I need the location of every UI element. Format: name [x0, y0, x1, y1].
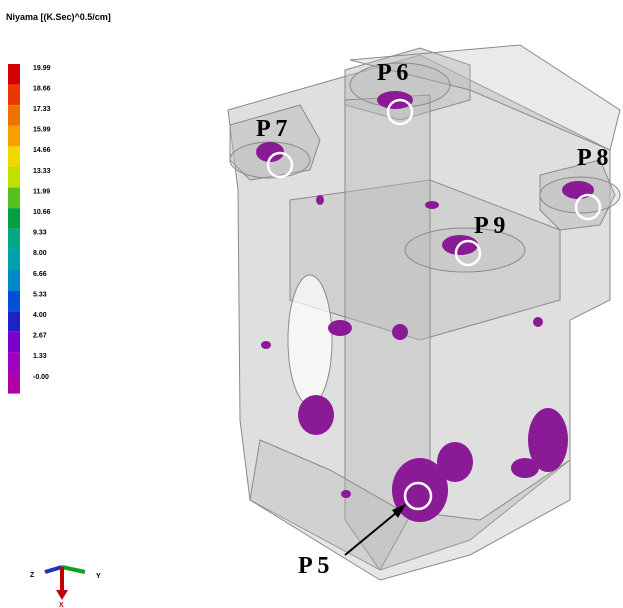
legend-label: 18.66	[33, 85, 51, 92]
legend-swatch	[8, 352, 20, 373]
legend-swatch	[8, 229, 20, 250]
legend-swatch	[8, 249, 20, 270]
axis-label: Y	[96, 573, 101, 580]
point-label: P 9	[474, 213, 505, 239]
legend-label: 14.66	[33, 147, 51, 154]
legend-label: 1.33	[33, 353, 47, 360]
legend-swatch	[8, 332, 20, 353]
axis-label: X	[59, 602, 64, 608]
legend-label: 19.99	[33, 65, 51, 72]
legend-label: 10.66	[33, 209, 51, 216]
screenshot: Niyama [(K.Sec)^0.5/cm] 19.9918.6617.331…	[0, 0, 623, 608]
legend-swatch	[8, 105, 20, 126]
point-label: P 7	[256, 116, 287, 142]
legend-swatch	[8, 311, 20, 332]
legend-swatch	[8, 85, 20, 106]
legend-swatch	[8, 126, 20, 147]
legend-label: 17.33	[33, 106, 51, 113]
viewport: Niyama [(K.Sec)^0.5/cm] 19.9918.6617.331…	[0, 0, 623, 608]
legend-swatch	[8, 270, 20, 291]
legend-label: 13.33	[33, 168, 51, 175]
legend-label: 8.00	[33, 250, 47, 257]
legend-label: 9.33	[33, 230, 47, 237]
legend-swatch	[8, 146, 20, 167]
axis-label: Z	[30, 572, 35, 579]
legend-label: 15.99	[33, 127, 51, 134]
legend-swatch	[8, 208, 20, 229]
legend-label: 6.66	[33, 271, 47, 278]
legend: 19.99 18.66 17.33 15.99 14.66 13.33 11.99 10.66…	[8, 64, 51, 394]
axis-triad: Z Y X	[30, 567, 101, 608]
legend-label: 4.00	[33, 312, 47, 319]
legend-swatch	[8, 167, 20, 188]
legend-label: -0.00	[33, 374, 49, 381]
legend-swatch	[8, 291, 20, 312]
legend-swatch	[8, 188, 20, 209]
point-label: P 8	[577, 145, 608, 171]
legend-label: 2.67	[33, 333, 47, 340]
legend-label: 11.99	[33, 188, 50, 195]
point-label: P 5	[298, 553, 329, 579]
point-label: P 6	[377, 60, 408, 86]
legend-label: 5.33	[33, 291, 47, 298]
legend-swatch	[8, 64, 20, 85]
title: Niyama [(K.Sec)^0.5/cm]	[6, 12, 111, 22]
legend-swatch	[8, 373, 20, 394]
